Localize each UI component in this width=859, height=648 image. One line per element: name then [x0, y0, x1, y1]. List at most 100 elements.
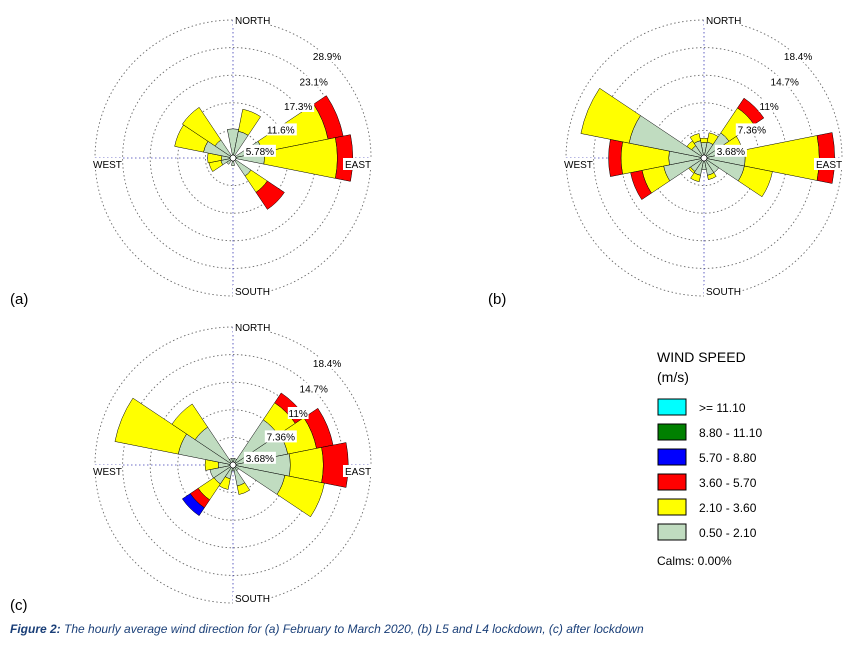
ring-label-1: 5.78%	[246, 147, 274, 158]
direction-label-west: WEST	[93, 160, 122, 171]
ring-label-3: 11%	[760, 102, 779, 113]
direction-label-bg	[233, 14, 269, 26]
direction-label-bg	[704, 285, 740, 297]
wind-rose-b: 3.68% 7.36% 11% 14.7% 18.4% NORTH SOUTH EAST WES…	[562, 14, 844, 298]
direction-label-south: SOUTH	[706, 287, 741, 298]
figure-caption: Figure 2: The hourly average wind direct…	[10, 622, 644, 636]
legend-label-5: 2.10 - 3.60	[699, 501, 757, 515]
ring-label-bg	[768, 75, 801, 88]
legend-title: WIND SPEED	[657, 349, 746, 365]
legend-label-3: 5.70 - 8.80	[699, 451, 757, 465]
petal-135-band-3	[255, 180, 285, 210]
legend-unit: (m/s)	[657, 369, 689, 385]
ring-label-bg	[782, 50, 815, 63]
ring-label-bg	[735, 123, 768, 136]
legend-swatch-2	[657, 423, 687, 441]
legend-label-4: 3.60 - 5.70	[699, 476, 757, 490]
direction-label-west: WEST	[564, 160, 593, 171]
direction-label-bg	[233, 285, 269, 297]
petal-225-band-4	[181, 493, 205, 517]
legend-label-2: 8.80 - 11.10	[699, 426, 762, 440]
ring-label-bg	[264, 430, 297, 443]
legend-label-6: 0.50 - 2.10	[699, 526, 757, 540]
direction-label-bg	[343, 158, 373, 170]
direction-label-north: NORTH	[235, 16, 270, 27]
petal-315-band-2	[171, 403, 209, 441]
ring-label-bg	[243, 451, 276, 464]
legend-swatch-3	[657, 448, 687, 466]
rose-center	[229, 154, 237, 162]
direction-label-bg	[91, 465, 121, 477]
panel-label-a: (a)	[10, 291, 28, 308]
panel-label-c: (c)	[10, 597, 28, 614]
ring-label-bg	[264, 123, 297, 136]
legend-swatch-1	[657, 398, 687, 416]
legend-swatch-6	[657, 523, 687, 541]
ring-label-4: 14.7%	[771, 78, 799, 89]
ring-label-4: 23.1%	[300, 78, 328, 89]
petal-45-band-3	[737, 97, 765, 125]
ring-label-4: 14.7%	[300, 385, 328, 396]
petal-270-band-3	[608, 139, 623, 177]
wind-rose-c: 3.68% 7.36% 11% 14.7% 18.4% NORTH SOUTH EAST WES…	[91, 321, 373, 605]
ring-label-bg	[297, 75, 330, 88]
ring-label-5: 18.4%	[784, 52, 812, 63]
ring-label-bg	[297, 382, 330, 395]
direction-label-south: SOUTH	[235, 594, 270, 605]
direction-label-east: EAST	[345, 160, 371, 171]
ring-label-bg	[714, 144, 747, 157]
caption-text: The hourly average wind direction for (a…	[60, 622, 644, 636]
ring-label-5: 28.9%	[313, 52, 341, 63]
direction-label-bg	[233, 321, 269, 333]
legend-calms: Calms: 0.00%	[657, 554, 732, 568]
ring-label-2: 7.36%	[738, 125, 766, 136]
petal-315-band-2	[181, 106, 222, 147]
direction-label-east: EAST	[816, 160, 842, 171]
ring-label-2: 11.6%	[267, 125, 295, 136]
petal-157.5-band-2	[707, 172, 717, 180]
petal-202.5-band-2	[690, 172, 701, 183]
petal-0-band-2	[699, 137, 709, 144]
direction-label-bg	[704, 14, 740, 26]
ring-label-3: 11%	[289, 409, 308, 420]
ring-label-bg	[243, 144, 276, 157]
petal-180-band-1	[231, 160, 235, 166]
direction-label-north: NORTH	[706, 16, 741, 27]
petal-22.5-band-2	[238, 108, 261, 136]
ring-label-bg	[282, 100, 315, 112]
legend-label-1: >= 11.10	[699, 401, 746, 415]
legend-swatch-4	[657, 473, 687, 491]
petal-292.5-band-2	[580, 87, 641, 144]
petal-112.5-band-2	[737, 165, 773, 198]
ring-label-1: 3.68%	[717, 147, 745, 158]
direction-label-north: NORTH	[235, 323, 270, 334]
wind-speed-legend: WIND SPEED (m/s) >= 11.10 8.80 - 11.10 5.7…	[657, 349, 762, 568]
direction-label-south: SOUTH	[235, 287, 270, 298]
direction-label-bg	[91, 158, 121, 170]
direction-label-bg	[233, 592, 269, 604]
ring-label-bg	[311, 357, 344, 370]
petal-337.5-band-2	[689, 133, 701, 144]
petal-90-band-3	[321, 442, 349, 488]
ring-label-5: 18.4%	[313, 359, 341, 370]
ring-label-2: 7.36%	[267, 432, 295, 443]
petal-157.5-band-2	[236, 482, 251, 495]
panel-label-b: (b)	[488, 291, 506, 308]
direction-label-east: EAST	[345, 467, 371, 478]
direction-label-bg	[814, 158, 844, 170]
rose-center	[229, 461, 237, 469]
ring-label-bg	[758, 100, 780, 112]
ring-label-3: 17.3%	[284, 102, 312, 113]
ring-label-bg	[287, 407, 309, 419]
ring-label-1: 3.68%	[246, 454, 274, 465]
caption-figure-number: Figure 2:	[10, 622, 61, 636]
rose-center	[700, 154, 708, 162]
direction-label-west: WEST	[93, 467, 122, 478]
wind-rose-a: 5.78% 11.6% 17.3% 23.1% 28.9% NORTH SOUTH EAST W…	[91, 14, 373, 298]
legend-swatch-5	[657, 498, 687, 516]
petal-292.5-band-2	[114, 397, 187, 455]
direction-label-bg	[562, 158, 592, 170]
petal-112.5-band-2	[276, 475, 325, 518]
ring-label-bg	[311, 50, 344, 63]
